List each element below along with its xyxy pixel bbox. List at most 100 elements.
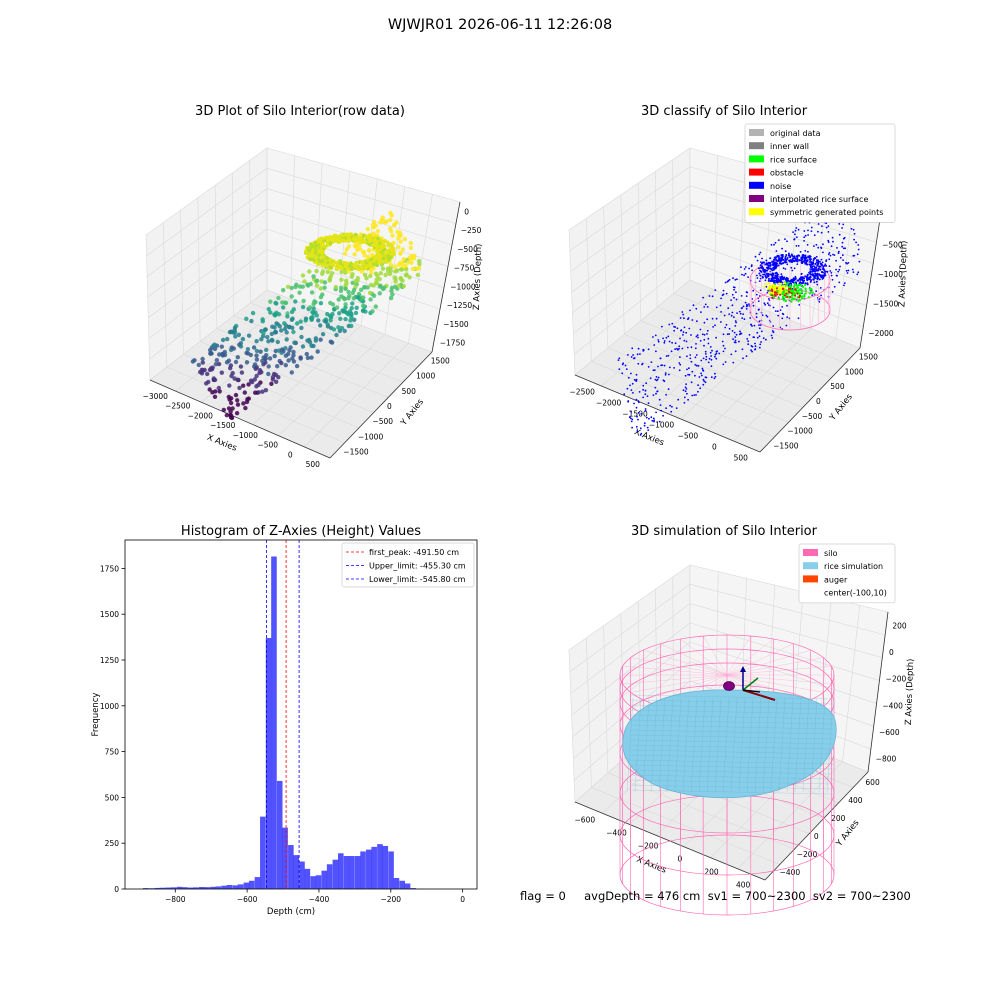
p2-point (796, 292, 799, 295)
p1-point (232, 325, 238, 330)
p1-point (266, 306, 271, 312)
p4-gridline (715, 571, 719, 711)
p1-point (334, 332, 339, 338)
p2-point (722, 289, 725, 292)
p2-point (731, 330, 734, 332)
p1-point (342, 328, 347, 334)
p2-point (762, 261, 765, 264)
p2-legend-label: noise (770, 182, 791, 191)
p2-point (650, 416, 653, 419)
p2-point (756, 277, 759, 279)
p2-point (795, 255, 798, 258)
p2-point (838, 233, 841, 236)
p1-ztick-label: −1500 (443, 320, 469, 329)
p3-bar (326, 864, 333, 889)
p2-point (833, 285, 836, 288)
p3-bar (243, 882, 250, 889)
p1-point (375, 229, 381, 234)
p1-point (318, 323, 323, 328)
p1-point (373, 256, 378, 260)
p2-point (714, 353, 717, 356)
p1-point (353, 232, 358, 237)
p2-point (810, 268, 813, 271)
p2-point (618, 357, 621, 360)
p1-point (343, 233, 347, 237)
p2-point (739, 330, 741, 333)
p1-point (342, 296, 347, 302)
p1-point (228, 409, 233, 414)
p1-point (289, 317, 295, 322)
p1-point (313, 310, 318, 315)
p2-point (777, 264, 780, 267)
p4-rice-mesh (650, 697, 658, 793)
p1-point (311, 306, 316, 311)
p2-point (771, 275, 774, 278)
p2-point (682, 331, 685, 334)
p1-point (368, 273, 373, 279)
p2-point (785, 283, 788, 286)
p2-point (759, 261, 762, 263)
p1-point (234, 411, 240, 416)
p2-point (786, 263, 789, 266)
p1-point (224, 413, 229, 418)
p3-bar (187, 887, 194, 889)
p2-point (750, 349, 752, 352)
p3-bar (404, 883, 411, 889)
p1-gridline (304, 342, 409, 448)
p1-point (360, 303, 366, 308)
p1-point (347, 309, 353, 314)
p1-point (351, 296, 356, 301)
p2-point (808, 278, 811, 281)
p4-silo-roof-line (622, 674, 728, 685)
p1-point (325, 269, 330, 275)
p3-bar (366, 849, 372, 889)
p1-point (356, 295, 361, 300)
p1-point (232, 376, 237, 381)
p1-point (279, 328, 284, 333)
p2-point (774, 310, 777, 312)
p2-point (815, 269, 818, 272)
p2-point (820, 263, 823, 266)
p2-point (652, 369, 655, 372)
p2-point (707, 337, 710, 340)
p2-point (774, 272, 777, 275)
p2-point (791, 269, 794, 272)
p2-point (668, 323, 671, 326)
p2-point (807, 250, 809, 253)
p1-ztick-label: −1750 (440, 339, 466, 348)
p2-ytick-label: −1500 (773, 442, 799, 451)
p2-point (798, 299, 801, 302)
p4-rice-mesh (722, 697, 730, 793)
p2-point (795, 236, 798, 238)
p1-point (282, 321, 287, 326)
p1-point (363, 309, 368, 314)
p3-bar (382, 845, 389, 889)
p4-rice-mesh (730, 697, 738, 793)
p2-point (768, 262, 771, 265)
p2-point (655, 411, 657, 414)
p2-point (685, 340, 688, 343)
p2-point (815, 259, 818, 262)
p3-bar (315, 875, 322, 889)
p2-point (630, 372, 632, 375)
p2-point (733, 296, 735, 299)
p2-point (697, 384, 699, 387)
p2-point (815, 243, 818, 246)
p3-bar (371, 846, 377, 889)
p1-point (318, 240, 323, 244)
p2-point (799, 251, 802, 253)
p1-point (212, 394, 218, 399)
p1-xtick-label: −3000 (143, 392, 169, 401)
panel1-title: 3D Plot of Silo Interior(row data) (195, 104, 405, 119)
p2-point (794, 233, 796, 236)
p1-point (245, 347, 251, 352)
p2-point (769, 257, 772, 260)
p1-point (294, 363, 300, 369)
p1-point (316, 318, 321, 323)
p2-point (831, 278, 834, 281)
p2-point (667, 335, 670, 338)
p4-legend-label: silo (824, 549, 838, 558)
p1-point (266, 371, 271, 377)
p2-point (789, 287, 792, 290)
p2-point (794, 292, 797, 295)
